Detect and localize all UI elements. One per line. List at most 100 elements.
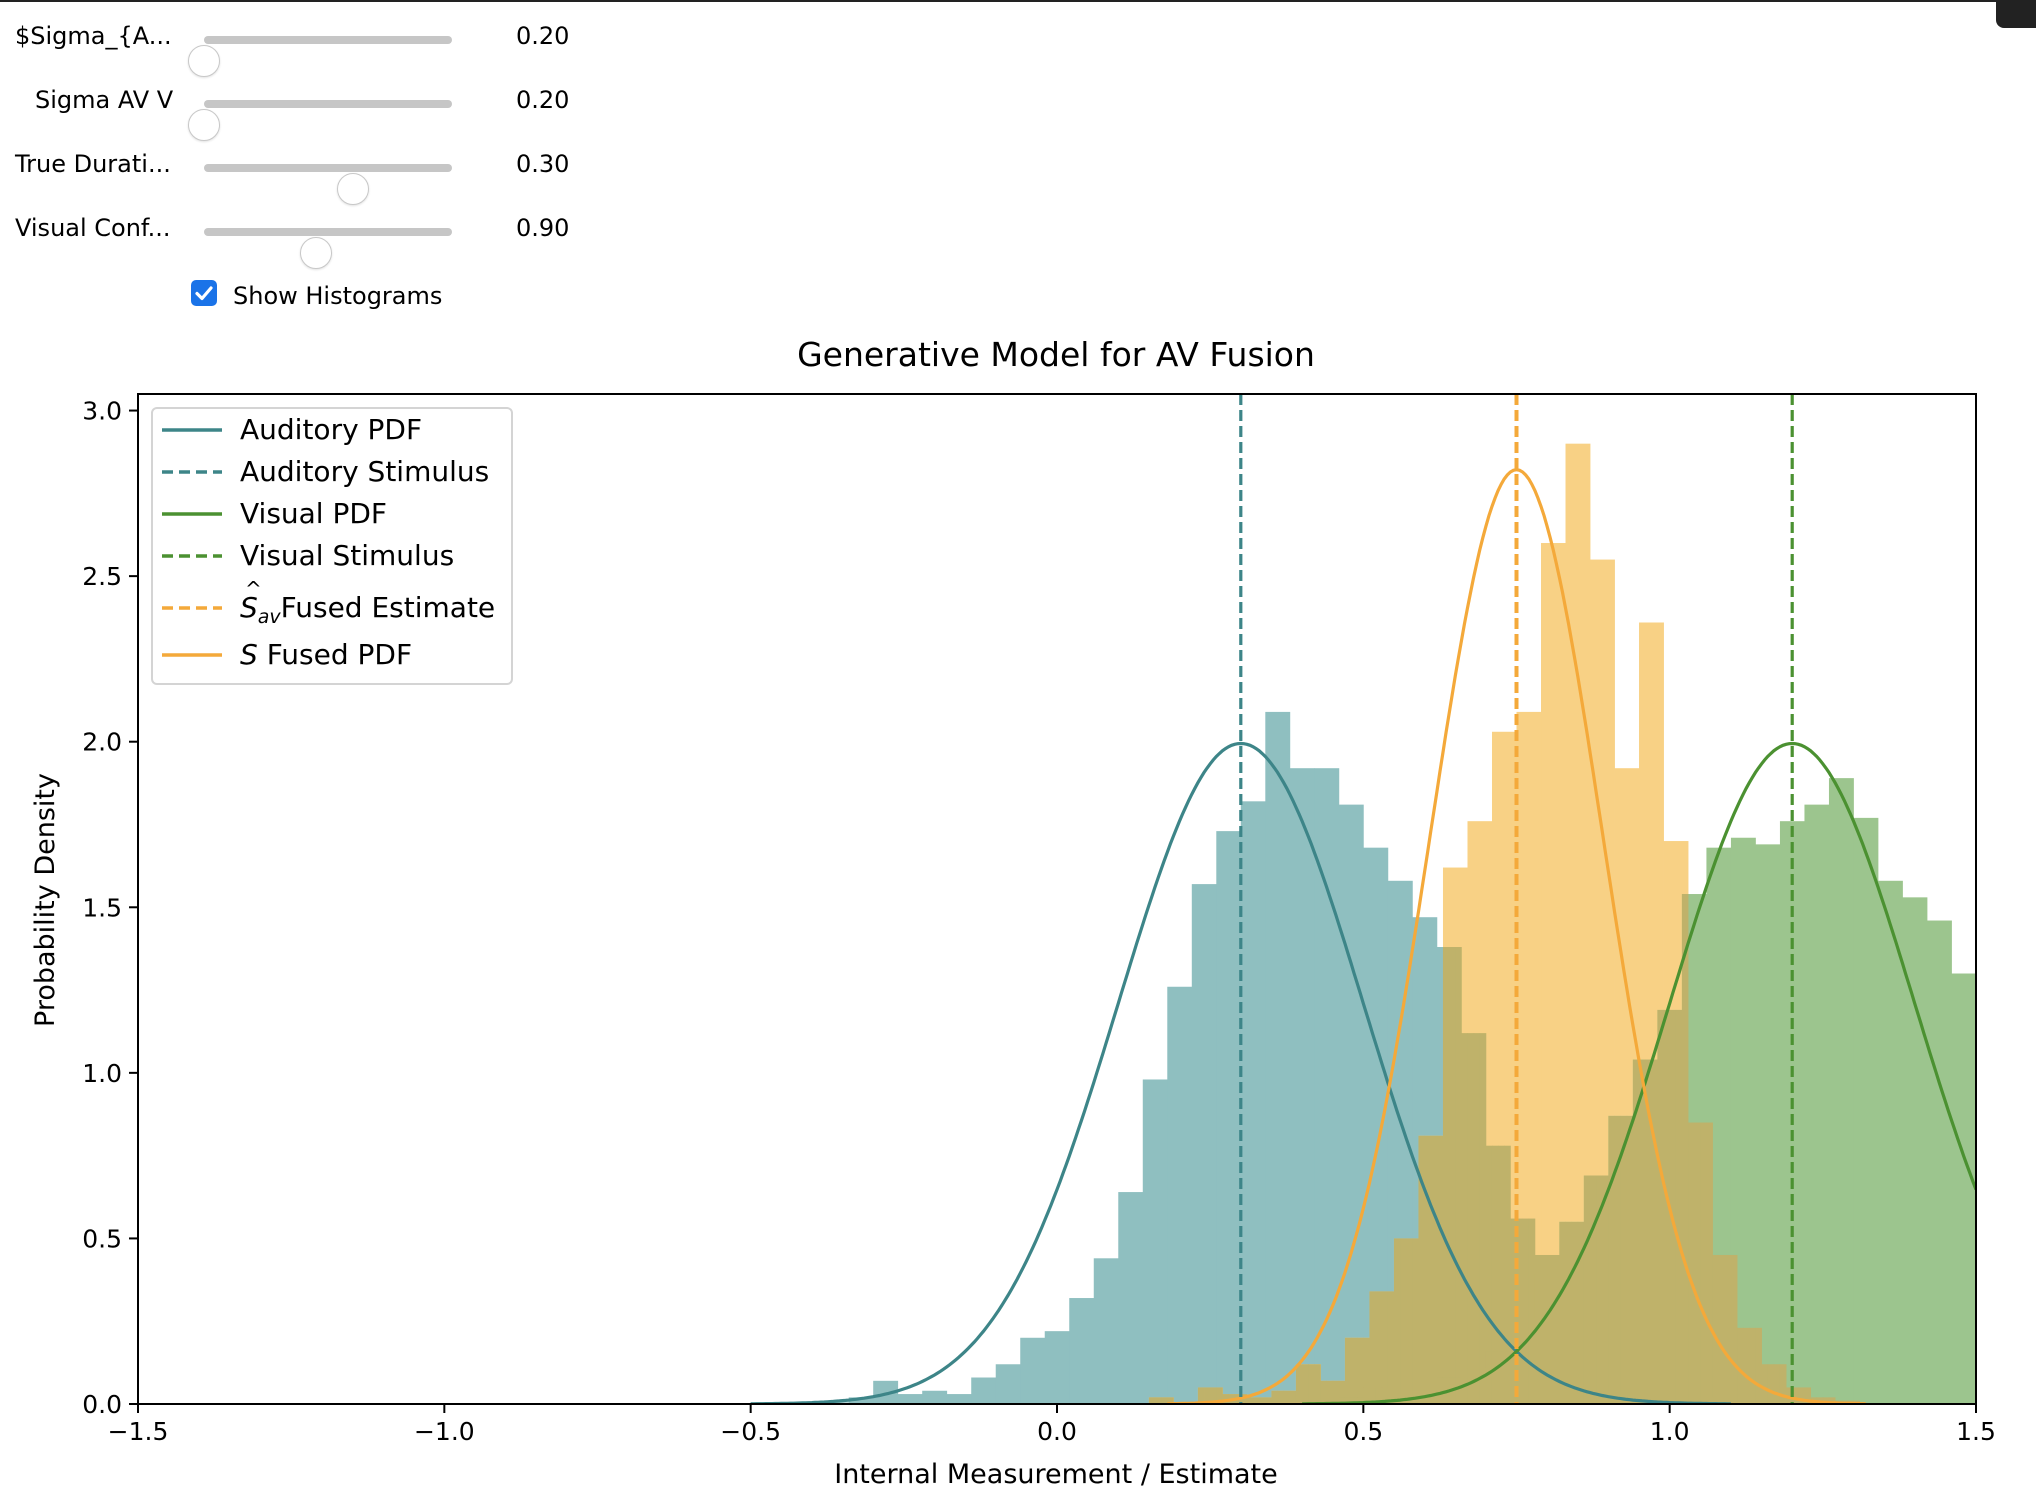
hist-overlap-auditory-fused [1424,1135,1432,1404]
hist-overlap-auditory-fused [1320,1380,1327,1404]
hist-bar-auditory [848,1397,874,1404]
hist-overlap-auditory-fused [1491,1145,1499,1404]
hist-bar-auditory [1338,804,1364,1404]
hist-overlap-fused-visual [1577,1221,1585,1404]
hist-overlap-auditory-fused [1253,1397,1260,1404]
hist-overlap-auditory-fused [1295,1364,1303,1404]
hist-overlap-auditory-fused [1393,1238,1401,1404]
hist-overlap-fused-visual [1694,1122,1701,1404]
slider-track[interactable] [188,36,452,77]
x-axis-label: Internal Measurement / Estimate [834,1459,1278,1490]
hist-overlap-auditory-fused [1289,1390,1297,1404]
hist-overlap-fused-visual [1455,1377,1462,1404]
hist-overlap-fused-visual [1534,1274,1542,1404]
hist-bar-visual [1755,844,1781,1404]
hist-overlap-fused-visual [1583,1175,1591,1404]
hist-bar-auditory [1265,711,1291,1404]
hist-overlap-auditory-fused [1436,1135,1444,1404]
hist-bar-auditory [1167,986,1193,1404]
legend-label: Auditory PDF [240,413,422,446]
hist-overlap-fused-visual [1675,1009,1683,1404]
legend-label: Visual PDF [240,497,387,530]
slider-thumb[interactable] [188,45,220,77]
slider-thumb[interactable] [299,237,332,269]
hist-overlap-auditory-fused [1461,1033,1468,1404]
hist-overlap-fused-visual [1491,1351,1499,1404]
slider-thumb[interactable] [188,109,220,141]
hist-overlap-fused-visual [1344,1397,1352,1404]
hist-overlap-fused-visual [1338,1397,1346,1404]
slider-row-sigma-av-v: Sigma AV V 0.20 [0,78,640,142]
hist-overlap-fused-visual [1761,1364,1769,1404]
hist-overlap-auditory-fused [1418,1135,1425,1404]
hist-overlap-fused-visual [1516,1317,1524,1404]
y-tick-label: 2.5 [82,562,122,591]
hist-overlap-auditory-fused [1387,1291,1395,1404]
slider-label: Visual Conf... [15,214,171,242]
hist-overlap-fused-visual [1467,1367,1475,1404]
y-tick-label: 3.0 [82,397,122,426]
hist-overlap-fused-visual [1681,894,1689,1404]
hist-bar-auditory [946,1394,972,1404]
hist-overlap-fused-visual [1553,1274,1560,1404]
hist-overlap-fused-visual [1718,1254,1726,1404]
slider-track[interactable] [204,228,452,269]
hist-overlap-fused-visual [1626,1115,1634,1404]
hist-overlap-fused-visual [1755,1327,1762,1404]
hist-overlap-auditory-fused [1332,1380,1340,1404]
pdf-line-fused [1167,468,1866,1404]
hist-overlap-fused-visual [1749,1327,1756,1404]
hist-overlap-auditory-fused [1326,1380,1334,1404]
hist-overlap-fused-visual [1473,1367,1481,1404]
hist-overlap-auditory-fused [1351,1337,1358,1404]
hist-overlap-fused-visual [1669,1009,1677,1404]
hist-overlap-fused-visual [1779,1364,1787,1404]
hist-overlap-fused-visual [1436,1377,1444,1404]
hist-overlap-auditory-fused [1338,1380,1346,1404]
hist-overlap-fused-visual [1547,1274,1554,1404]
hist-overlap-auditory-fused [1375,1291,1383,1404]
y-tick-label: 0.5 [82,1224,122,1253]
legend-label: S Fused PDF [240,638,412,671]
hist-overlap-fused-visual [1596,1175,1603,1404]
hist-overlap-auditory-fused [1308,1364,1315,1404]
hist-bar-auditory [922,1390,948,1404]
hist-overlap-fused-visual [1804,1387,1811,1404]
hist-overlap-auditory-fused [1369,1291,1376,1404]
show-histograms-checkbox[interactable] [191,280,217,306]
corner-button[interactable] [1996,0,2036,28]
hist-overlap-fused-visual [1351,1397,1358,1404]
hist-overlap-fused-visual [1363,1387,1370,1404]
hist-overlap-fused-visual [1737,1327,1744,1404]
hist-overlap-auditory-fused [1302,1364,1309,1404]
hist-overlap-auditory-fused [1167,1397,1174,1404]
hist-overlap-auditory-fused [1406,1238,1413,1404]
hist-overlap-auditory-fused [1485,1145,1493,1404]
hist-overlap-fused-visual [1498,1351,1505,1404]
plot-area: −1.5 −1.0 −0.5 0.0 0.5 1.0 1.5 0.0 0.5 1.0 1.5 2.0 2… [82,393,1996,1446]
hist-overlap-fused-visual [1485,1351,1493,1404]
hist-overlap-fused-visual [1663,1009,1671,1404]
hist-overlap-auditory-fused [1522,1218,1530,1404]
slider-thumb[interactable] [336,173,369,205]
hist-overlap-fused-visual [1688,1122,1695,1404]
hist-overlap-auditory-fused [1442,947,1450,1404]
slider-label: $Sigma_{A... [15,22,172,50]
x-tick-label: 1.5 [1956,1417,1996,1446]
slider-row-sigma-a: $Sigma_{A... 0.20 [0,14,640,78]
hist-overlap-auditory-fused [1197,1387,1205,1404]
hist-overlap-auditory-fused [1479,1033,1487,1404]
hist-bar-visual [1804,804,1830,1404]
hist-overlap-fused-visual [1786,1387,1793,1404]
hist-overlap-auditory-fused [1449,947,1456,1404]
hist-overlap-auditory-fused [1473,1033,1481,1404]
hist-overlap-fused-visual [1773,1364,1781,1404]
hist-overlap-auditory-fused [1516,1218,1524,1404]
slider-track[interactable] [204,164,452,205]
hist-overlap-fused-visual [1565,1221,1573,1404]
hist-overlap-auditory-fused [1363,1337,1370,1404]
hist-overlap-auditory-fused [1528,1218,1536,1404]
hist-overlap-fused-visual [1479,1367,1487,1404]
slider-track[interactable] [188,100,452,141]
hist-overlap-auditory-fused [1148,1397,1156,1404]
